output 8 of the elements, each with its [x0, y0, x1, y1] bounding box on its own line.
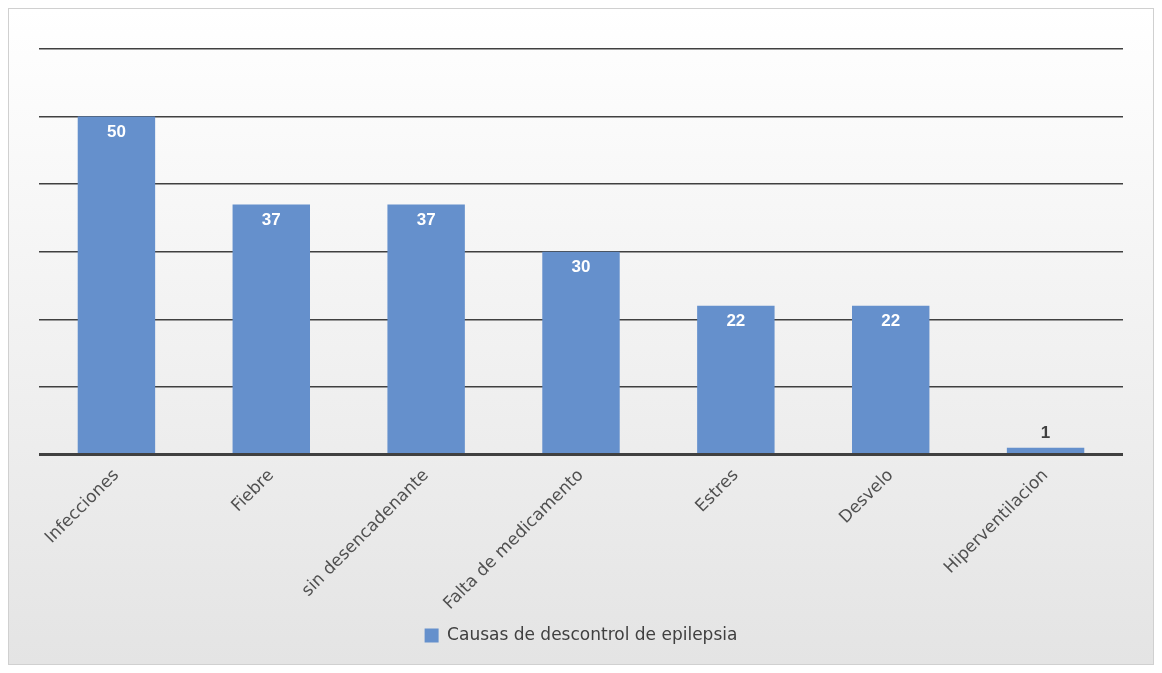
data-label: 22 [726, 311, 746, 331]
data-label: 1 [1040, 423, 1051, 443]
data-label: 37 [416, 210, 436, 230]
data-label: 30 [571, 257, 591, 277]
data-label: 37 [261, 210, 281, 230]
data-label: 50 [106, 122, 126, 142]
data-label: 22 [881, 311, 901, 331]
legend-label: Causas de descontrol de epilepsia [447, 623, 738, 644]
